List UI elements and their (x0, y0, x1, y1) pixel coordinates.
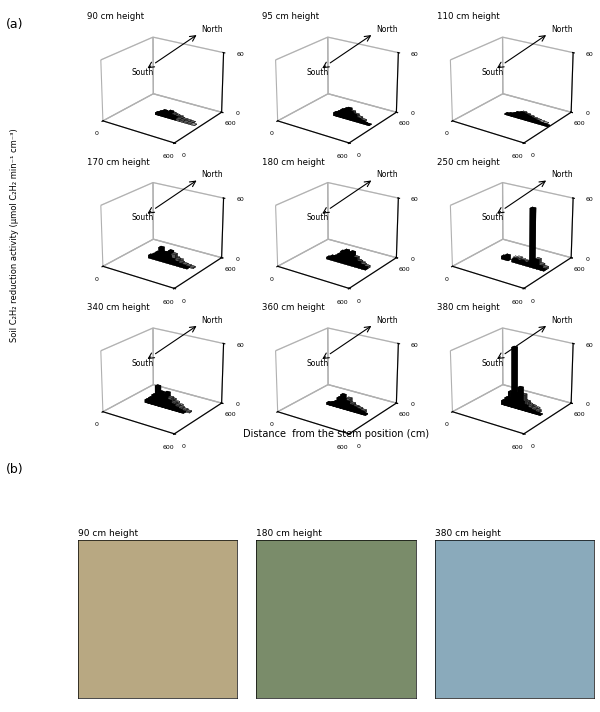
Text: (a): (a) (6, 18, 23, 31)
Text: South: South (481, 68, 503, 77)
Text: North: North (202, 316, 223, 325)
Text: South: South (307, 214, 329, 222)
Text: North: North (376, 170, 398, 179)
Text: Soil C₂H₂ reduction activity (μmol C₂H₂ min⁻¹ cm⁻³): Soil C₂H₂ reduction activity (μmol C₂H₂ … (10, 128, 20, 342)
Text: 170 cm height: 170 cm height (87, 158, 150, 167)
Text: 95 cm height: 95 cm height (262, 12, 319, 21)
Text: South: South (307, 359, 329, 368)
Text: South: South (307, 68, 329, 77)
Text: North: North (376, 25, 398, 34)
Text: North: North (202, 25, 223, 34)
Text: 180 cm height: 180 cm height (262, 158, 325, 167)
Text: 340 cm height: 340 cm height (87, 303, 150, 313)
Text: North: North (551, 25, 573, 34)
Text: North: North (551, 316, 573, 325)
Text: South: South (131, 359, 154, 368)
Text: South: South (481, 214, 503, 222)
Text: 250 cm height: 250 cm height (437, 158, 499, 167)
Text: South: South (131, 68, 154, 77)
Text: 360 cm height: 360 cm height (262, 303, 325, 313)
Text: Distance  from the stem position (cm): Distance from the stem position (cm) (243, 429, 429, 439)
Text: North: North (376, 316, 398, 325)
Text: 180 cm height: 180 cm height (256, 529, 322, 538)
Text: 90 cm height: 90 cm height (87, 12, 144, 21)
Text: South: South (481, 359, 503, 368)
Text: North: North (202, 170, 223, 179)
Text: North: North (551, 170, 573, 179)
Text: 380 cm height: 380 cm height (435, 529, 500, 538)
Text: 90 cm height: 90 cm height (78, 529, 138, 538)
Text: (b): (b) (6, 463, 23, 476)
Text: 110 cm height: 110 cm height (437, 12, 499, 21)
Text: South: South (131, 214, 154, 222)
Text: 380 cm height: 380 cm height (437, 303, 499, 313)
